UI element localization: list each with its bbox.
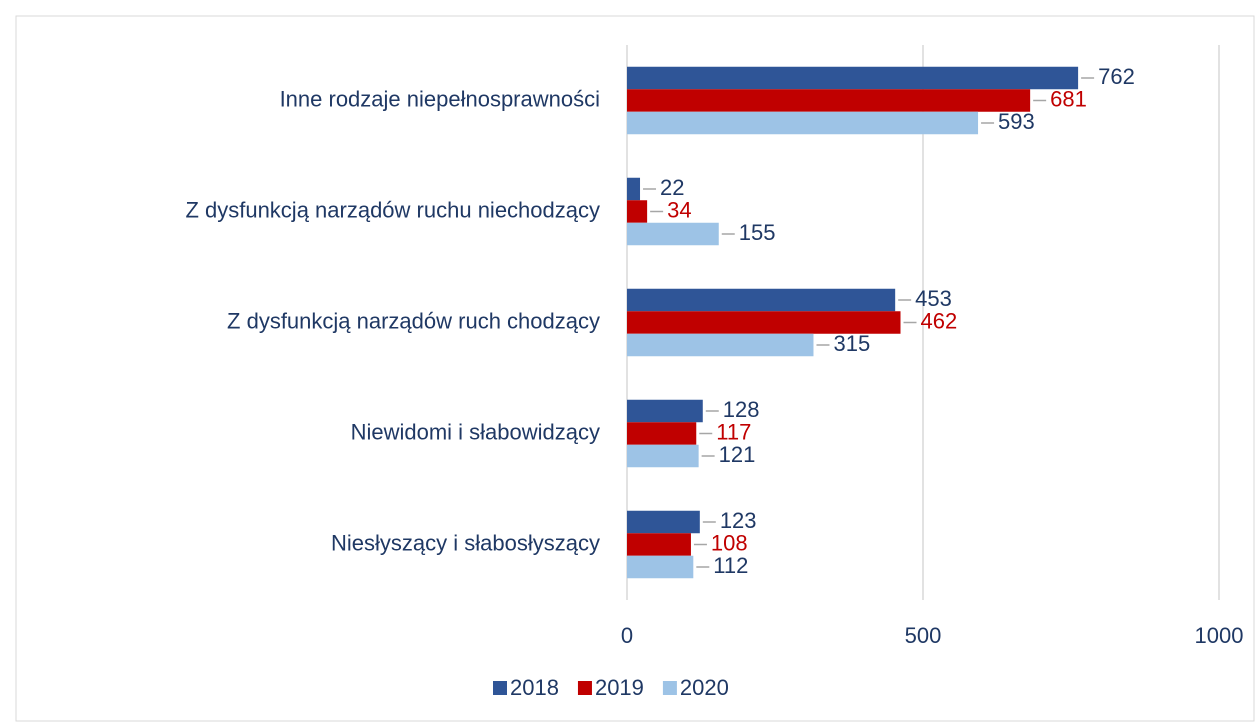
x-tick-label: 1000 [1195, 623, 1244, 648]
value-label: 22 [660, 175, 684, 200]
bar [627, 66, 1079, 90]
legend-label: 2020 [680, 675, 729, 700]
value-label: 155 [739, 220, 776, 245]
bar [627, 311, 901, 334]
category-label: Niesłyszący i słabosłyszący [331, 530, 600, 555]
bar [627, 288, 896, 312]
value-label: 762 [1098, 64, 1135, 89]
bar [627, 177, 641, 201]
value-label: 112 [713, 553, 748, 578]
bar [627, 422, 697, 445]
value-label: 453 [915, 286, 952, 311]
bar [627, 555, 694, 579]
value-label: 121 [719, 442, 756, 467]
value-label: 593 [998, 109, 1035, 134]
value-label: 128 [723, 397, 760, 422]
value-label: 681 [1050, 86, 1087, 111]
x-tick-label: 500 [905, 623, 942, 648]
legend-label: 2018 [510, 675, 559, 700]
bar [627, 333, 814, 357]
legend-swatch [662, 681, 677, 695]
category-label: Z dysfunkcją narządów ruchu niechodzący [185, 197, 600, 222]
bar [627, 444, 699, 468]
category-label: Niewidomi i słabowidzący [351, 419, 600, 444]
category-label: Inne rodzaje niepełnosprawności [280, 86, 600, 111]
x-tick-label: 0 [621, 623, 633, 648]
bar [627, 200, 648, 223]
bar [627, 399, 703, 423]
bar [627, 222, 719, 246]
bar [627, 111, 979, 135]
legend-swatch [493, 681, 507, 695]
value-label: 34 [667, 197, 691, 222]
value-label: 117 [716, 419, 751, 444]
category-label: Z dysfunkcją narządów ruch chodzący [227, 308, 600, 333]
bar [627, 510, 700, 534]
value-label: 462 [921, 308, 958, 333]
bar [627, 89, 1031, 112]
legend-label: 2019 [595, 675, 644, 700]
value-label: 108 [711, 530, 748, 555]
value-label: 123 [720, 508, 757, 533]
legend-swatch [577, 681, 592, 695]
bar [627, 533, 691, 556]
value-label: 315 [833, 331, 870, 356]
